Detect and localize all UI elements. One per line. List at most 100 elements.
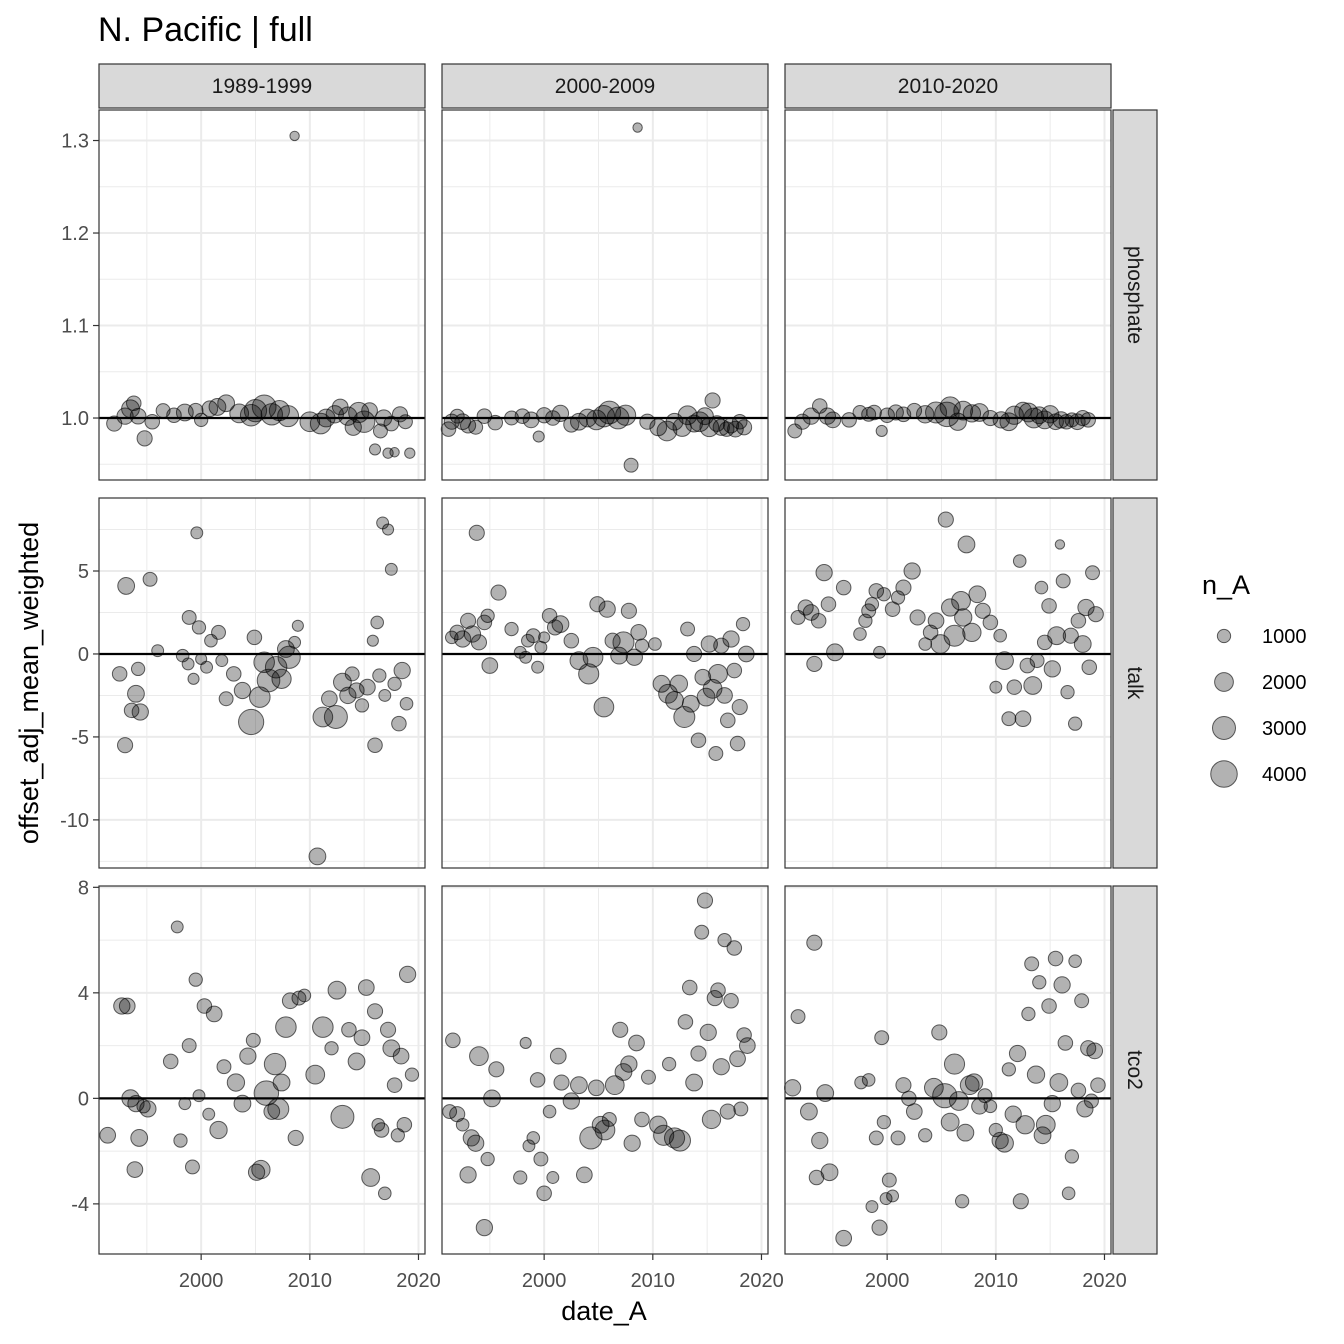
data-point [1068,954,1082,968]
data-point [895,1077,912,1094]
data-point [681,694,700,713]
data-point [1006,679,1023,695]
data-point [357,979,375,996]
data-point [354,698,370,713]
panel-tco2-2010-2020 [783,885,1112,1255]
data-point [866,404,882,421]
y-tick-label: -10 [60,810,89,832]
data-point [710,982,726,998]
data-point [181,1038,197,1054]
data-point [811,1131,829,1150]
column-strip-2000-2009 [441,63,769,109]
data-point [144,413,161,430]
data-point [139,1100,157,1118]
data-point [130,661,146,677]
data-point [1012,1193,1029,1210]
data-point [634,638,650,653]
data-point [895,579,912,596]
data-point [738,1037,756,1054]
data-point [445,1032,461,1049]
data-point [275,1016,297,1038]
panel-background [785,498,1111,868]
data-point [218,691,234,707]
data-point [669,674,689,693]
data-point [941,598,960,617]
panel-phosphate-2010-2020 [784,109,1112,481]
data-point [909,609,926,626]
data-point [191,620,207,635]
data-point [612,1021,629,1038]
data-point [1070,1082,1087,1099]
data-point [706,990,723,1007]
data-point [136,430,153,447]
data-point [861,1073,876,1087]
data-point [522,411,540,429]
data-point [526,1131,541,1145]
panel-talk-2010-2020 [784,497,1112,869]
data-point [937,511,954,528]
data-point [736,1027,752,1043]
data-point [1073,635,1092,653]
data-point [117,737,134,754]
data-point [347,1052,366,1071]
data-point [397,414,413,430]
legend-label: 3000 [1262,718,1307,740]
data-point [377,1186,392,1201]
data-point [729,735,746,752]
data-point [704,392,721,409]
data-point [736,419,753,436]
x-tick-label: 2000 [865,1270,910,1292]
data-point [323,705,348,730]
data-point [1043,1095,1061,1113]
data-point [696,687,716,707]
data-point [305,1064,326,1085]
data-point [815,564,833,582]
data-point [890,1130,906,1146]
data-point [995,651,1014,671]
data-point [874,1030,890,1046]
data-point [352,410,376,433]
y-tick-label: 0 [78,644,89,666]
data-point [800,1102,818,1121]
data-point [1012,554,1027,568]
data-point [529,1072,546,1088]
data-point [641,1069,656,1085]
data-point [1057,1035,1074,1051]
chart-title: N. Pacific | full [98,11,313,49]
data-point [783,1079,802,1097]
data-point [396,1116,413,1133]
data-point [1001,1062,1016,1077]
data-point [389,447,400,458]
data-point [468,524,485,541]
data-point [217,394,236,413]
data-point [209,1120,228,1140]
panel-talk-2000-2009 [441,497,769,869]
data-point [353,1029,371,1047]
data-point [989,680,1003,694]
data-point [288,635,302,649]
data-point [239,404,263,427]
data-point [542,1104,557,1119]
data-point [1035,410,1055,430]
data-point [233,681,252,700]
data-point [551,615,570,633]
data-point [226,1073,246,1092]
data-point [927,612,945,630]
data-point [251,1159,271,1180]
x-tick-label: 2010 [974,1270,1019,1292]
data-point [339,686,357,705]
data-point [864,597,880,612]
data-point [685,1073,704,1092]
data-point [806,934,823,951]
data-point [378,689,392,702]
data-point [467,1134,485,1152]
data-point [291,619,304,632]
data-point [735,616,751,632]
data-point [824,411,842,429]
column-strip-label: 2010-2020 [898,75,998,98]
data-point [469,1046,489,1067]
data-point [184,1159,200,1175]
y-axis-title: offset_adj_mean_weighted [14,522,44,844]
data-point [890,590,906,605]
data-point [475,1218,494,1237]
